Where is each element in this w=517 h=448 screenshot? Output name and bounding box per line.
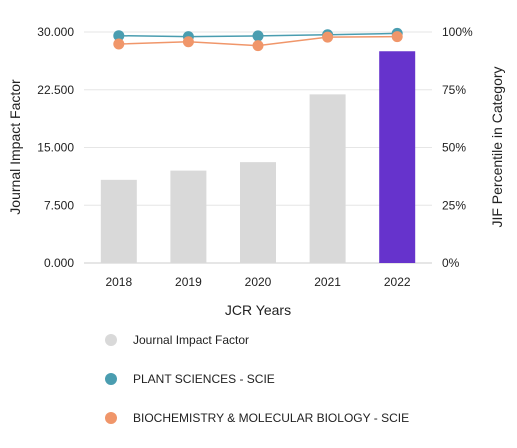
series-1-point-2019 [182, 36, 194, 48]
series-1-point-2018 [113, 38, 125, 50]
axes: 0.000 0% 7.500 25% 15.000 50% 22.500 75% 30.000 1… [37, 25, 473, 289]
legend-swatch-biochemistry [105, 412, 117, 424]
x-axis-title: JCR Years [225, 302, 291, 318]
series-1-point-2020 [252, 40, 264, 52]
bar-jif-2020 [240, 162, 276, 263]
x-tick-label: 2021 [314, 275, 341, 289]
series-1-point-2021 [322, 31, 334, 43]
series-1-point-2022 [391, 31, 403, 43]
legend-item-jif[interactable]: Journal Impact Factor [105, 333, 249, 347]
y-tick-label: 22.500 [37, 83, 74, 97]
legend-item-plant-sciences[interactable]: PLANT SCIENCES - SCIE [105, 372, 275, 386]
legend-item-biochemistry[interactable]: BIOCHEMISTRY & MOLECULAR BIOLOGY - SCIE [105, 411, 409, 425]
line-series [113, 27, 403, 52]
x-tick-label: 2019 [175, 275, 202, 289]
y2-tick-label: 25% [442, 198, 466, 212]
legend-label-jif: Journal Impact Factor [133, 333, 249, 347]
series-0-point-2020 [252, 30, 264, 42]
legend: Journal Impact Factor PLANT SCIENCES - S… [105, 333, 409, 425]
bar-jif-2021 [309, 94, 346, 264]
y2-axis-title: JIF Percentile in Category [489, 66, 505, 227]
y-tick-label: 0.000 [44, 256, 74, 270]
bar-jif-2018 [100, 179, 137, 263]
y2-tick-label: 100% [442, 25, 473, 39]
y-tick-label: 15.000 [37, 141, 74, 155]
bar-jif-2019 [170, 170, 207, 263]
y-tick-label: 30.000 [37, 25, 74, 39]
x-tick-label: 2022 [384, 275, 411, 289]
series-0-point-2018 [113, 30, 125, 42]
y-axis-title: Journal Impact Factor [7, 79, 23, 215]
legend-label-biochemistry: BIOCHEMISTRY & MOLECULAR BIOLOGY - SCIE [133, 411, 409, 425]
bar-series [100, 51, 416, 264]
x-tick-label: 2020 [245, 275, 272, 289]
y2-tick-label: 50% [442, 141, 466, 155]
y-tick-label: 7.500 [44, 198, 74, 212]
legend-label-plant-sciences: PLANT SCIENCES - SCIE [133, 372, 275, 386]
legend-swatch-plant-sciences [105, 373, 117, 385]
y2-tick-label: 75% [442, 83, 466, 97]
bar-jif-2022 [379, 51, 416, 263]
y2-tick-label: 0% [442, 256, 460, 270]
legend-swatch-jif [105, 334, 117, 346]
x-tick-label: 2018 [105, 275, 132, 289]
